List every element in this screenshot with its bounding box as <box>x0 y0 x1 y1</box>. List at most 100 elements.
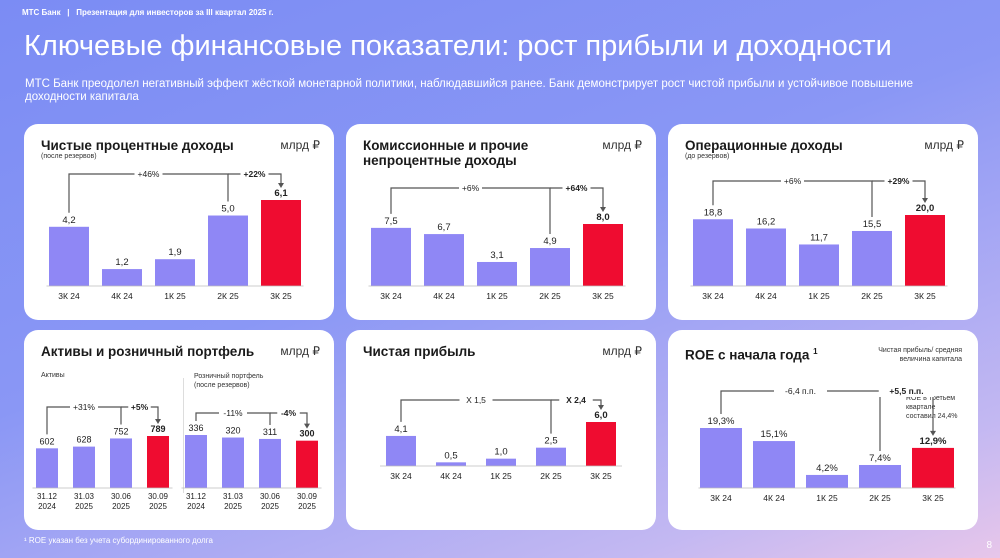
arrow-icon <box>930 430 936 436</box>
data-label: 19,3% <box>708 416 735 427</box>
tick-label: 1К 25 <box>486 291 508 301</box>
page-number: 8 <box>986 540 992 551</box>
chart-2: 18,8 3К 24 16,2 4К 24 11,7 1К 25 15,5 2К 25 20,0… <box>690 175 948 301</box>
tick-label: 3К 24 <box>702 291 724 301</box>
chart-0: 4,2 3К 24 1,2 4К 24 1,9 1К 25 5,0 2К 25 6,1 3К 25… <box>46 168 304 301</box>
tick-label: 3К 24 <box>710 493 732 503</box>
tick-label: 30.06 <box>260 492 281 501</box>
bar <box>436 462 466 466</box>
bar <box>208 215 248 286</box>
bar <box>586 422 616 466</box>
tick-label: 31.12 <box>186 492 207 501</box>
data-label: 15,1% <box>761 429 788 440</box>
card-title: Комиссионные и прочие непроцентные доход… <box>363 138 529 168</box>
tick-label: 3К 25 <box>590 471 612 481</box>
bar <box>222 437 244 488</box>
data-label: 6,7 <box>437 222 450 233</box>
unit-label: млрд ₽ <box>924 138 964 152</box>
tick-label: 2025 <box>261 502 279 511</box>
tick-label: 2К 25 <box>869 493 891 503</box>
bar <box>259 438 281 488</box>
card-title: Активы и розничный портфель <box>41 344 255 359</box>
data-label: 1,2 <box>115 257 128 268</box>
bar <box>386 435 416 466</box>
card-note: (до резервов) <box>685 153 730 160</box>
assets-label: Активы <box>41 372 65 379</box>
label-bg <box>277 407 300 419</box>
change-label: -6,4 п.п. <box>785 386 816 396</box>
bracket-line <box>720 390 881 451</box>
label-bg <box>134 168 163 180</box>
bar <box>859 464 901 488</box>
chart-3: 60231.12202462831.03202575230.0620257893… <box>32 401 173 511</box>
chart-1: 7,5 3К 24 6,7 4К 24 3,1 1К 25 4,9 2К 25 8,0 3К 25… <box>368 182 626 301</box>
label-bg <box>562 182 591 194</box>
change-label: +5% <box>131 402 149 412</box>
change-label: +6% <box>784 176 802 186</box>
tick-label: 1К 25 <box>490 471 512 481</box>
tick-label: 3К 25 <box>922 493 944 503</box>
label-bg <box>70 401 98 413</box>
chart-svg: 18,8 3К 24 16,2 4К 24 11,7 1К 25 15,5 2К 25 20,0… <box>690 175 948 301</box>
bar <box>296 440 318 488</box>
card-title: ROE с начала года 1 <box>685 344 818 363</box>
data-label: 11,7 <box>810 232 828 243</box>
tick-label: 2025 <box>112 502 130 511</box>
tick-label: 31.12 <box>37 492 58 501</box>
tick-label: 2025 <box>75 502 93 511</box>
bar <box>155 259 195 286</box>
tick-label: 3К 25 <box>592 291 614 301</box>
card-net-interest-income: Чистые процентные доходы (после резервов… <box>24 124 334 320</box>
data-label: 2,5 <box>544 436 557 447</box>
bar <box>693 219 733 286</box>
card-assets-retail: Активы и розничный портфель млрд ₽ Актив… <box>24 330 334 530</box>
change-label: +46% <box>138 169 160 179</box>
change-label: X 1,5 <box>466 395 486 405</box>
data-label: 7,4% <box>869 453 891 464</box>
tick-label: 31.03 <box>74 492 95 501</box>
tick-label: 2К 25 <box>540 471 562 481</box>
arrow-icon <box>600 207 606 212</box>
tick-label: 2024 <box>187 502 205 511</box>
card-title: Чистые процентные доходы <box>41 138 234 153</box>
tick-label: 30.09 <box>148 492 169 501</box>
data-label: 4,2 <box>62 215 75 226</box>
title-text: ROE с начала года <box>685 347 810 363</box>
bar <box>36 448 58 488</box>
bracket-line <box>390 187 551 235</box>
data-label: 628 <box>76 435 91 445</box>
tick-label: 1К 25 <box>816 493 838 503</box>
change-label: +64% <box>566 183 588 193</box>
data-label: 6,1 <box>274 188 288 199</box>
bracket-line <box>880 390 934 432</box>
divider <box>183 378 184 493</box>
tick-label: 2025 <box>224 502 242 511</box>
arrow-icon <box>304 423 310 429</box>
tick-label: 2К 25 <box>217 291 239 301</box>
data-label: 752 <box>113 426 128 436</box>
tick-label: 3К 25 <box>270 291 292 301</box>
data-label: 1,9 <box>168 247 181 258</box>
card-note: (после резервов) <box>41 153 97 160</box>
label-bg <box>459 394 493 406</box>
bar <box>536 447 566 466</box>
tick-label: 2К 25 <box>861 291 883 301</box>
chart-svg: 7,5 3К 24 6,7 4К 24 3,1 1К 25 4,9 2К 25 8,0 3К 25… <box>368 182 626 301</box>
chart-4: 33631.12202432031.03202531130.0620253003… <box>181 407 322 511</box>
footnote: ¹ ROE указан без учета субординированног… <box>24 536 213 545</box>
tick-label: 4К 24 <box>440 471 462 481</box>
tick-label: 4К 24 <box>755 291 777 301</box>
bar <box>852 230 892 286</box>
tick-label: 4К 24 <box>111 291 133 301</box>
tick-label: 31.03 <box>223 492 244 501</box>
page-title: Ключевые финансовые показатели: рост при… <box>24 30 892 62</box>
tick-label: 2025 <box>149 502 167 511</box>
bar <box>110 438 132 488</box>
change-label: +5,5 п.п. <box>889 386 923 396</box>
tick-label: 3К 24 <box>58 291 80 301</box>
tick-label: 3К 24 <box>390 471 412 481</box>
bar <box>185 435 207 488</box>
label-bg <box>459 182 482 194</box>
bar <box>371 227 411 286</box>
unit-label: млрд ₽ <box>280 138 320 152</box>
